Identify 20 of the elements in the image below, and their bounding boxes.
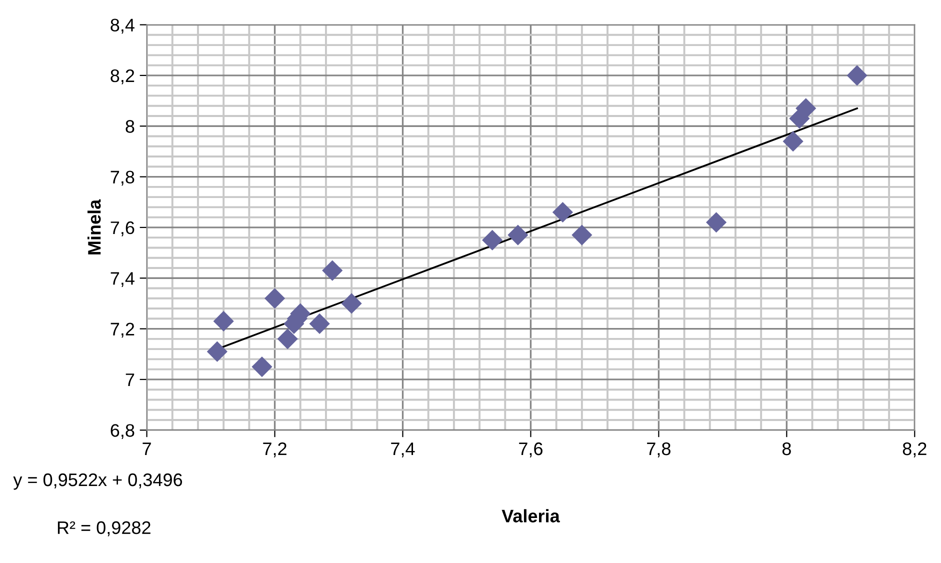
x-tick-label: 8 — [782, 442, 791, 456]
x-tick-label: 8,2 — [902, 442, 926, 458]
y-tick-label: 8,2 — [110, 69, 134, 84]
x-tick-label: 7,4 — [391, 442, 415, 458]
y-tick-label: 8,4 — [110, 18, 134, 34]
x-tick-label: 7,8 — [647, 442, 670, 458]
y-tick-label: 7 — [126, 374, 134, 386]
y-axis-title: Minela — [88, 199, 101, 254]
text: y = 0,9522x + 0,3496 — [13, 473, 182, 490]
x-tick-label: 7,6 — [519, 442, 542, 458]
y-tick-label: 7,4 — [110, 272, 134, 287]
y-tick-label: 7,2 — [110, 322, 134, 338]
y-tick-label: 8 — [126, 120, 134, 133]
x-tick-label: 7 — [142, 442, 151, 456]
text: R² = 0,9282 — [58, 521, 150, 536]
y-tick-label: 7,8 — [110, 170, 134, 186]
x-tick-label: 7,2 — [263, 442, 286, 458]
x-axis-title: Valeria — [502, 509, 560, 522]
y-tick-label: 7,6 — [110, 221, 134, 236]
y-tick-label: 6,8 — [110, 424, 134, 439]
